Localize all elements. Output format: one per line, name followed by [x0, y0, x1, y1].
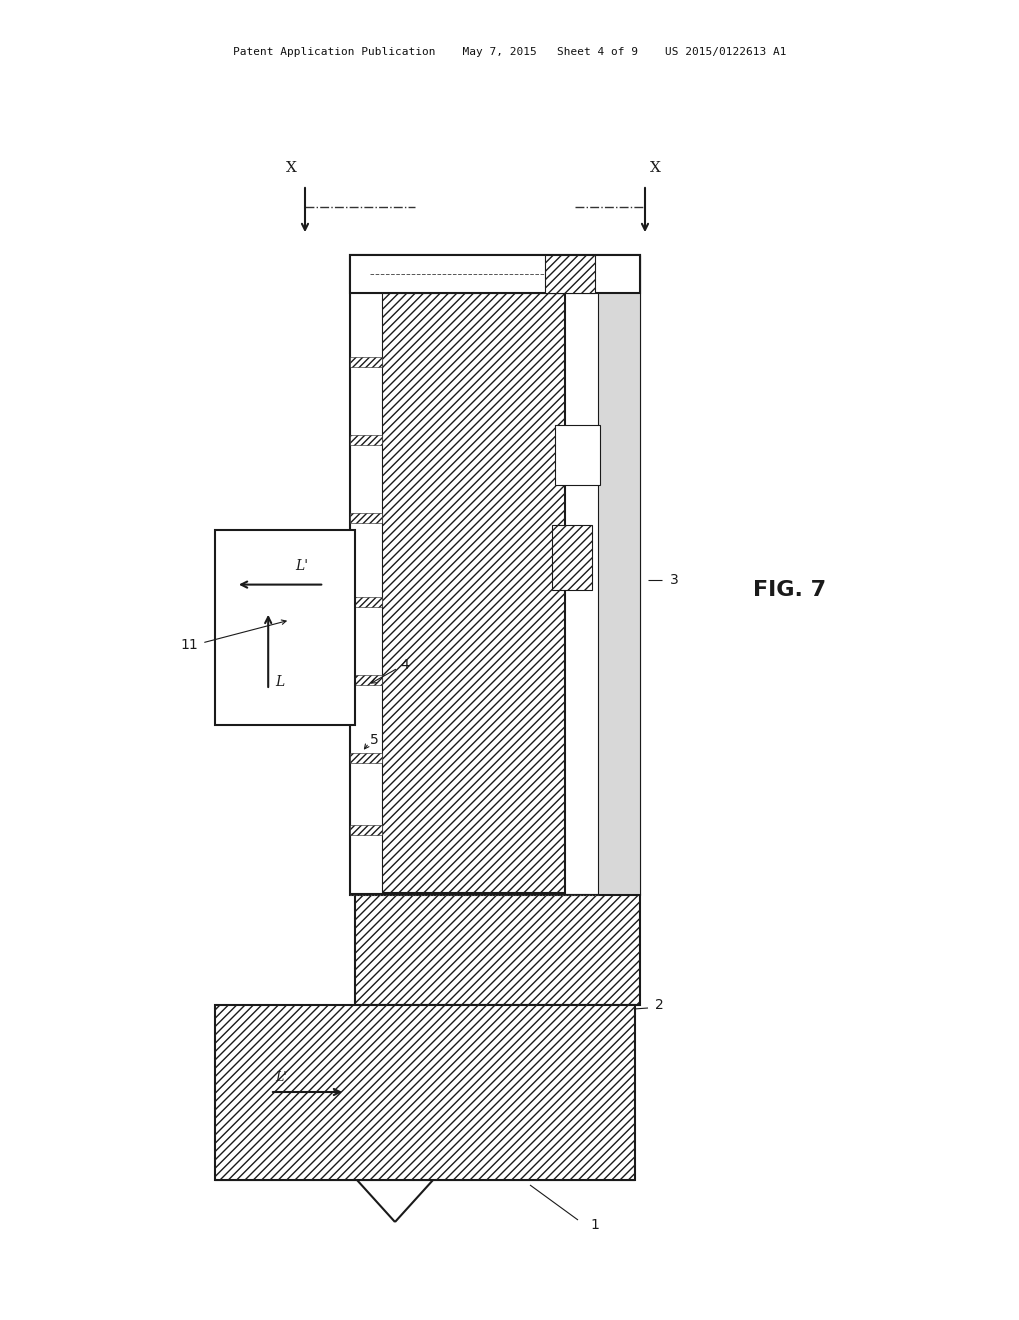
Text: X: X: [286, 161, 297, 176]
Bar: [350, 752, 382, 763]
Text: X: X: [649, 161, 660, 176]
Bar: [554, 425, 599, 484]
Bar: [350, 293, 382, 894]
Text: 5: 5: [370, 733, 378, 747]
Bar: [350, 513, 382, 523]
Bar: [544, 255, 594, 293]
Bar: [350, 436, 382, 445]
Bar: [597, 255, 639, 895]
Text: FIG. 7: FIG. 7: [753, 579, 825, 601]
Bar: [215, 531, 355, 725]
Bar: [215, 1005, 635, 1180]
Text: Patent Application Publication    May 7, 2015   Sheet 4 of 9    US 2015/0122613 : Patent Application Publication May 7, 20…: [233, 48, 786, 57]
Text: 4: 4: [399, 657, 409, 672]
Bar: [350, 825, 382, 836]
Bar: [355, 895, 639, 1005]
Text: 2: 2: [654, 998, 663, 1012]
Text: 11: 11: [180, 638, 198, 652]
Bar: [350, 255, 639, 895]
Bar: [551, 525, 591, 590]
Bar: [350, 597, 382, 607]
Bar: [350, 255, 639, 293]
Text: 3: 3: [669, 573, 678, 587]
Text: L': L': [275, 1071, 286, 1084]
Bar: [380, 293, 565, 894]
Text: L: L: [275, 675, 284, 689]
Bar: [350, 675, 382, 685]
Bar: [350, 356, 382, 367]
Text: 1: 1: [589, 1218, 598, 1232]
Text: L': L': [294, 558, 308, 573]
